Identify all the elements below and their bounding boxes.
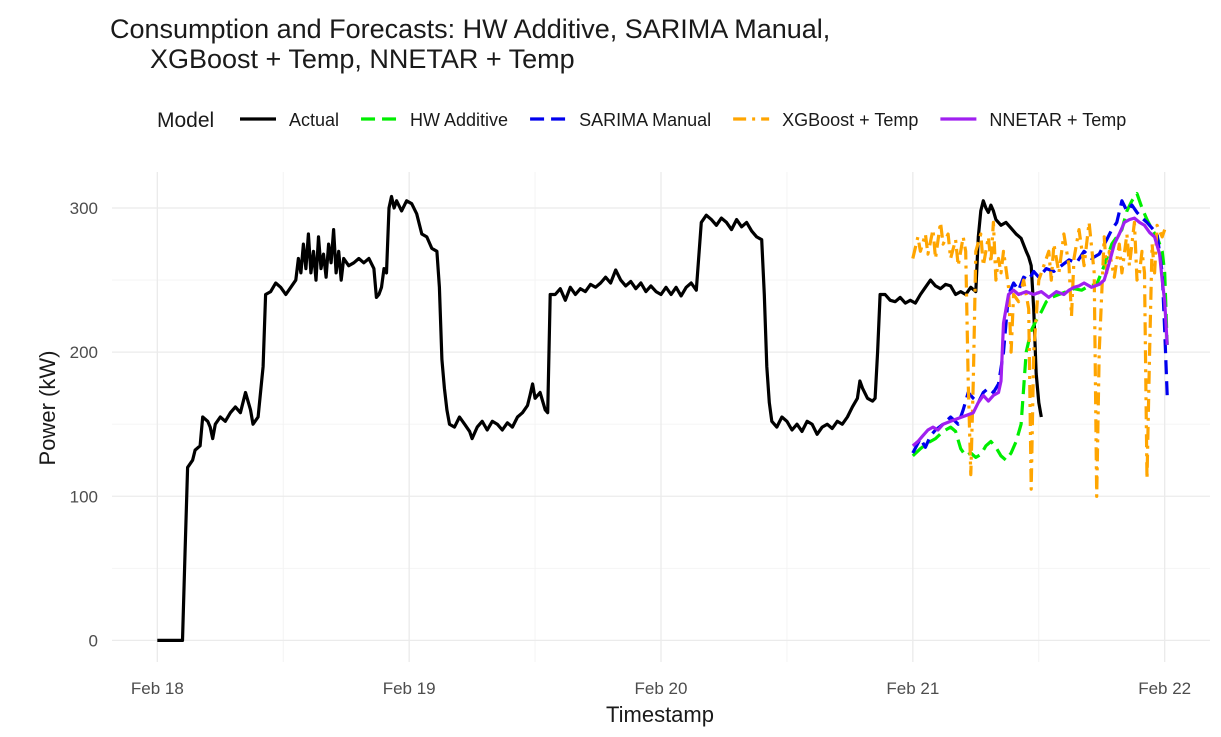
series-line-actual [157, 194, 1043, 642]
y-tick-label: 100 [70, 487, 98, 506]
x-tick-label: Feb 21 [886, 679, 939, 698]
chart-title-line-1: Consumption and Forecasts: HW Additive, … [110, 14, 830, 44]
legend: Model Actual HW Additive SARIMA Manual XGBo… [157, 109, 1126, 132]
legend-label-nnetar-temp: NNETAR + Temp [989, 110, 1126, 130]
y-tick-label: 200 [70, 343, 98, 362]
x-tick-label: Feb 22 [1138, 679, 1191, 698]
x-tick-label: Feb 18 [131, 679, 184, 698]
legend-label-xgboost-temp: XGBoost + Temp [782, 110, 918, 130]
legend-label-actual: Actual [289, 110, 339, 130]
series-line-nnetar-temp [911, 216, 1169, 448]
x-tick-label: Feb 19 [383, 679, 436, 698]
chart-title-line-2: XGBoost + Temp, NNETAR + Temp [150, 44, 575, 74]
x-tick-label: Feb 20 [635, 679, 688, 698]
legend-title: Model [157, 109, 214, 132]
gridlines [112, 172, 1210, 662]
series-line-hw-additive [911, 192, 1169, 462]
x-axis-ticks: Feb 18 Feb 19 Feb 20 Feb 21 Feb 22 [131, 679, 1191, 698]
x-axis-title: Timestamp [606, 702, 714, 727]
legend-label-hw-additive: HW Additive [410, 110, 508, 130]
chart-title: Consumption and Forecasts: HW Additive, … [110, 14, 830, 74]
y-axis-ticks: 0 100 200 300 [70, 199, 98, 650]
series-lines [157, 192, 1169, 642]
y-tick-label: 0 [89, 631, 98, 650]
legend-label-sarima-manual: SARIMA Manual [579, 110, 711, 130]
y-axis-title: Power (kW) [35, 351, 60, 466]
y-tick-label: 300 [70, 199, 98, 218]
